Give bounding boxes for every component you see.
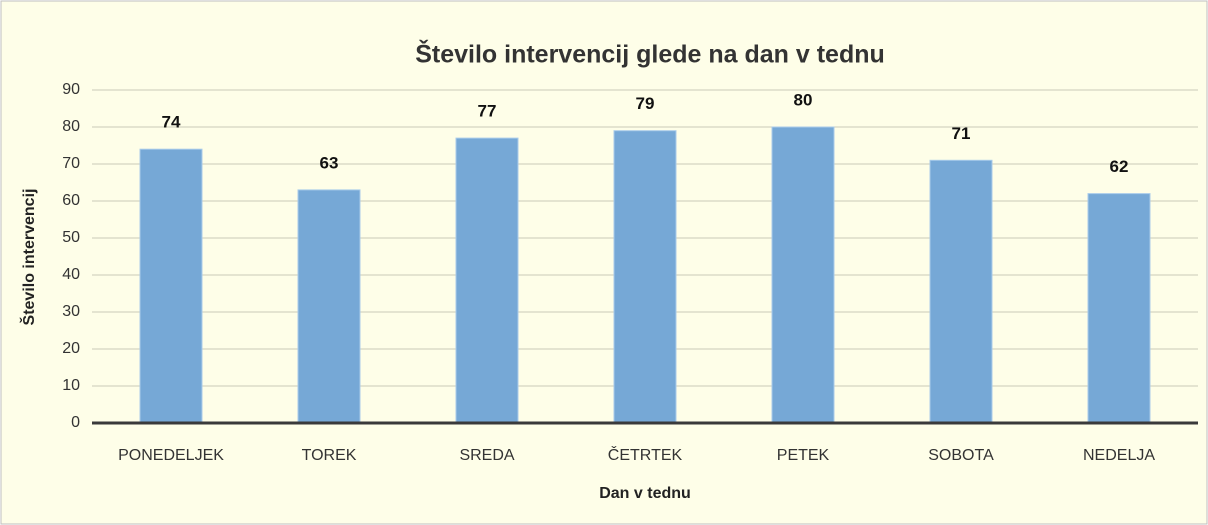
data-label: 77 bbox=[478, 102, 497, 121]
data-label: 71 bbox=[952, 124, 971, 143]
y-tick-label: 20 bbox=[62, 340, 80, 357]
data-label: 62 bbox=[1110, 157, 1129, 176]
data-label: 74 bbox=[162, 113, 181, 132]
y-tick-label: 0 bbox=[71, 414, 80, 431]
y-tick-label: 40 bbox=[62, 266, 80, 283]
bar bbox=[139, 148, 203, 424]
bar bbox=[455, 137, 519, 424]
x-tick-label: ČETRTEK bbox=[608, 445, 683, 464]
y-tick-label: 70 bbox=[62, 155, 80, 172]
y-tick-label: 80 bbox=[62, 118, 80, 135]
y-tick-label: 30 bbox=[62, 303, 80, 320]
x-tick-label: SREDA bbox=[459, 447, 514, 464]
y-tick-label: 90 bbox=[62, 81, 80, 98]
data-label: 80 bbox=[794, 90, 813, 109]
x-axis-title: Dan v tednu bbox=[599, 485, 691, 502]
y-tick-label: 50 bbox=[62, 229, 80, 246]
x-tick-label: TOREK bbox=[302, 447, 357, 464]
x-tick-label: NEDELJA bbox=[1083, 447, 1155, 464]
y-tick-label: 60 bbox=[62, 192, 80, 209]
bar bbox=[613, 130, 677, 424]
bar bbox=[1087, 193, 1151, 424]
bar bbox=[297, 189, 361, 424]
x-tick-label: SOBOTA bbox=[928, 447, 994, 464]
x-tick-label: PETEK bbox=[777, 447, 830, 464]
bar bbox=[929, 159, 993, 424]
chart-title: Število intervencij glede na dan v tednu bbox=[415, 39, 885, 69]
data-label: 79 bbox=[636, 94, 655, 113]
y-axis-title: Število intervencij bbox=[19, 189, 38, 326]
x-tick-label: PONEDELJEK bbox=[118, 447, 224, 464]
bar bbox=[771, 126, 835, 424]
data-label: 63 bbox=[320, 153, 339, 172]
y-tick-label: 10 bbox=[62, 377, 80, 394]
